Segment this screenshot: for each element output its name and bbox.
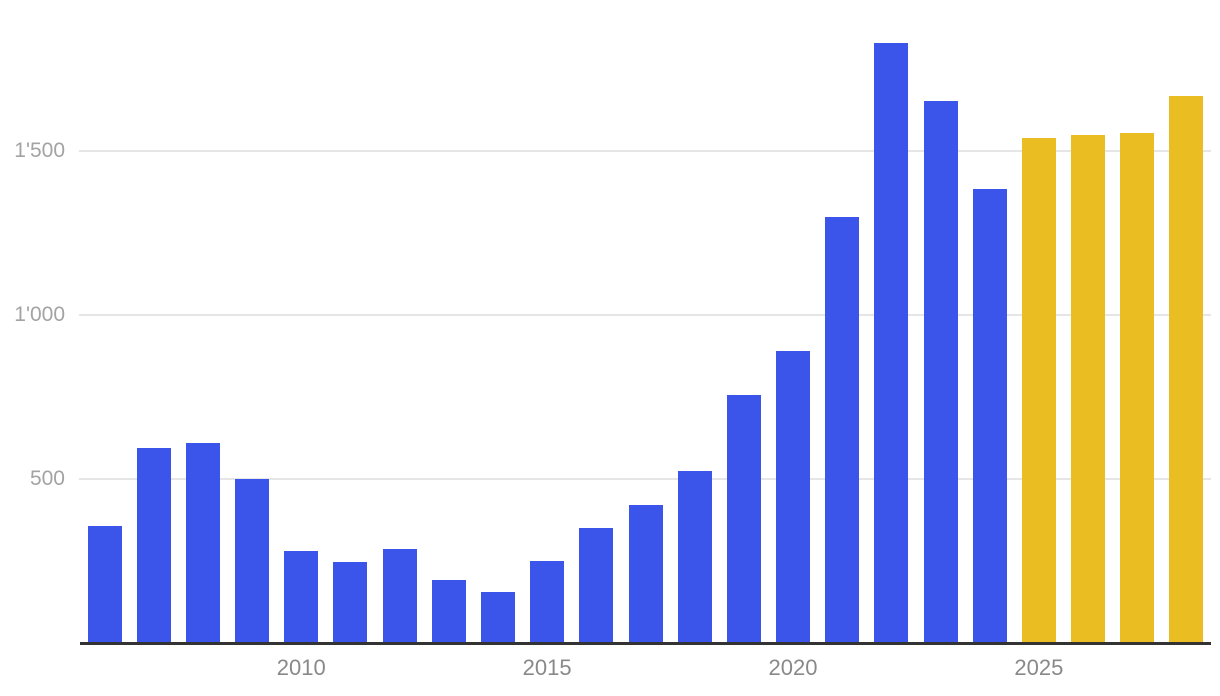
bar-2007[interactable]: [136, 447, 171, 643]
bar-2024[interactable]: [972, 189, 1007, 643]
bar-2011[interactable]: [333, 562, 368, 643]
bar-2012[interactable]: [382, 549, 417, 643]
gridline-500: [79, 477, 1211, 480]
bar-2006[interactable]: [87, 526, 122, 643]
y-tick-label: 1'000: [14, 303, 65, 327]
bar-2026[interactable]: [1071, 135, 1106, 643]
gridline-1000: [79, 314, 1211, 317]
bar-2028[interactable]: [1169, 95, 1204, 643]
bar-2027[interactable]: [1120, 133, 1155, 643]
bar-2019[interactable]: [726, 395, 761, 643]
bar-2023[interactable]: [923, 100, 958, 643]
y-tick-label: 500: [29, 466, 65, 490]
bar-2017[interactable]: [628, 505, 663, 643]
bar-2016[interactable]: [579, 527, 614, 643]
x-axis-line: [80, 642, 1211, 645]
y-tick-label: 1'500: [14, 139, 65, 163]
bar-2009[interactable]: [235, 478, 270, 643]
x-tick-label-2020: 2020: [768, 655, 818, 680]
bar-2025[interactable]: [1021, 138, 1056, 643]
bar-2021[interactable]: [825, 216, 860, 643]
x-tick-label-2015: 2015: [522, 655, 572, 680]
x-tick-label-2010: 2010: [276, 655, 326, 680]
bar-2020[interactable]: [776, 351, 811, 643]
bar-2010[interactable]: [284, 550, 319, 643]
bar-2015[interactable]: [530, 560, 565, 643]
bar-2018[interactable]: [677, 470, 712, 643]
gridline-1500: [79, 150, 1211, 153]
bar-2013[interactable]: [431, 580, 466, 643]
x-tick-label-2025: 2025: [1014, 655, 1064, 680]
bar-2022[interactable]: [874, 43, 909, 643]
bar-2014[interactable]: [480, 591, 515, 643]
bar-2008[interactable]: [185, 442, 220, 643]
